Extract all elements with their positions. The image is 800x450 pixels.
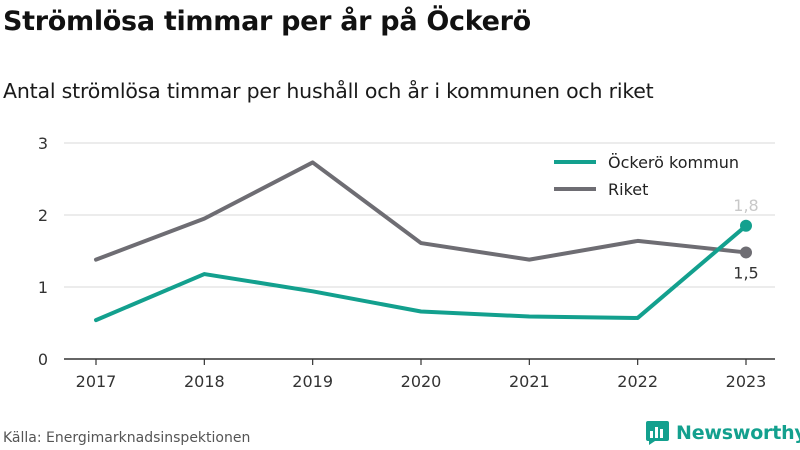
brand: Newsworthy <box>645 420 800 445</box>
legend-label: Riket <box>608 180 648 199</box>
y-tick-label: 3 <box>38 134 48 153</box>
newsworthy-logo-icon <box>646 421 669 445</box>
x-tick-label: 2023 <box>726 372 767 391</box>
chart-title: Strömlösa timmar per år på Öckerö <box>3 6 531 37</box>
series-line <box>94 223 748 323</box>
x-tick-label: 2022 <box>617 372 658 391</box>
source-note: Källa: Energimarknadsinspektionen <box>3 430 251 446</box>
y-tick-label: 2 <box>38 206 48 225</box>
x-tick-label: 2018 <box>184 372 225 391</box>
end-point-marker <box>740 219 752 232</box>
x-tick-label: 2020 <box>401 372 442 391</box>
series-line <box>94 160 748 262</box>
y-tick-label: 1 <box>38 278 48 297</box>
x-tick-label: 2021 <box>509 372 550 391</box>
legend-label: Öckerö kommun <box>608 153 739 172</box>
chart-subtitle: Antal strömlösa timmar per hushåll och å… <box>3 79 654 103</box>
x-tick-label: 2019 <box>292 372 333 391</box>
y-tick-label: 0 <box>38 350 48 369</box>
end-value-label: 1,8 <box>733 196 758 215</box>
end-value-label: 1,5 <box>733 263 758 282</box>
brand-name: Newsworthy <box>676 421 800 444</box>
end-point-marker <box>740 246 752 259</box>
x-tick-label: 2017 <box>76 372 117 391</box>
